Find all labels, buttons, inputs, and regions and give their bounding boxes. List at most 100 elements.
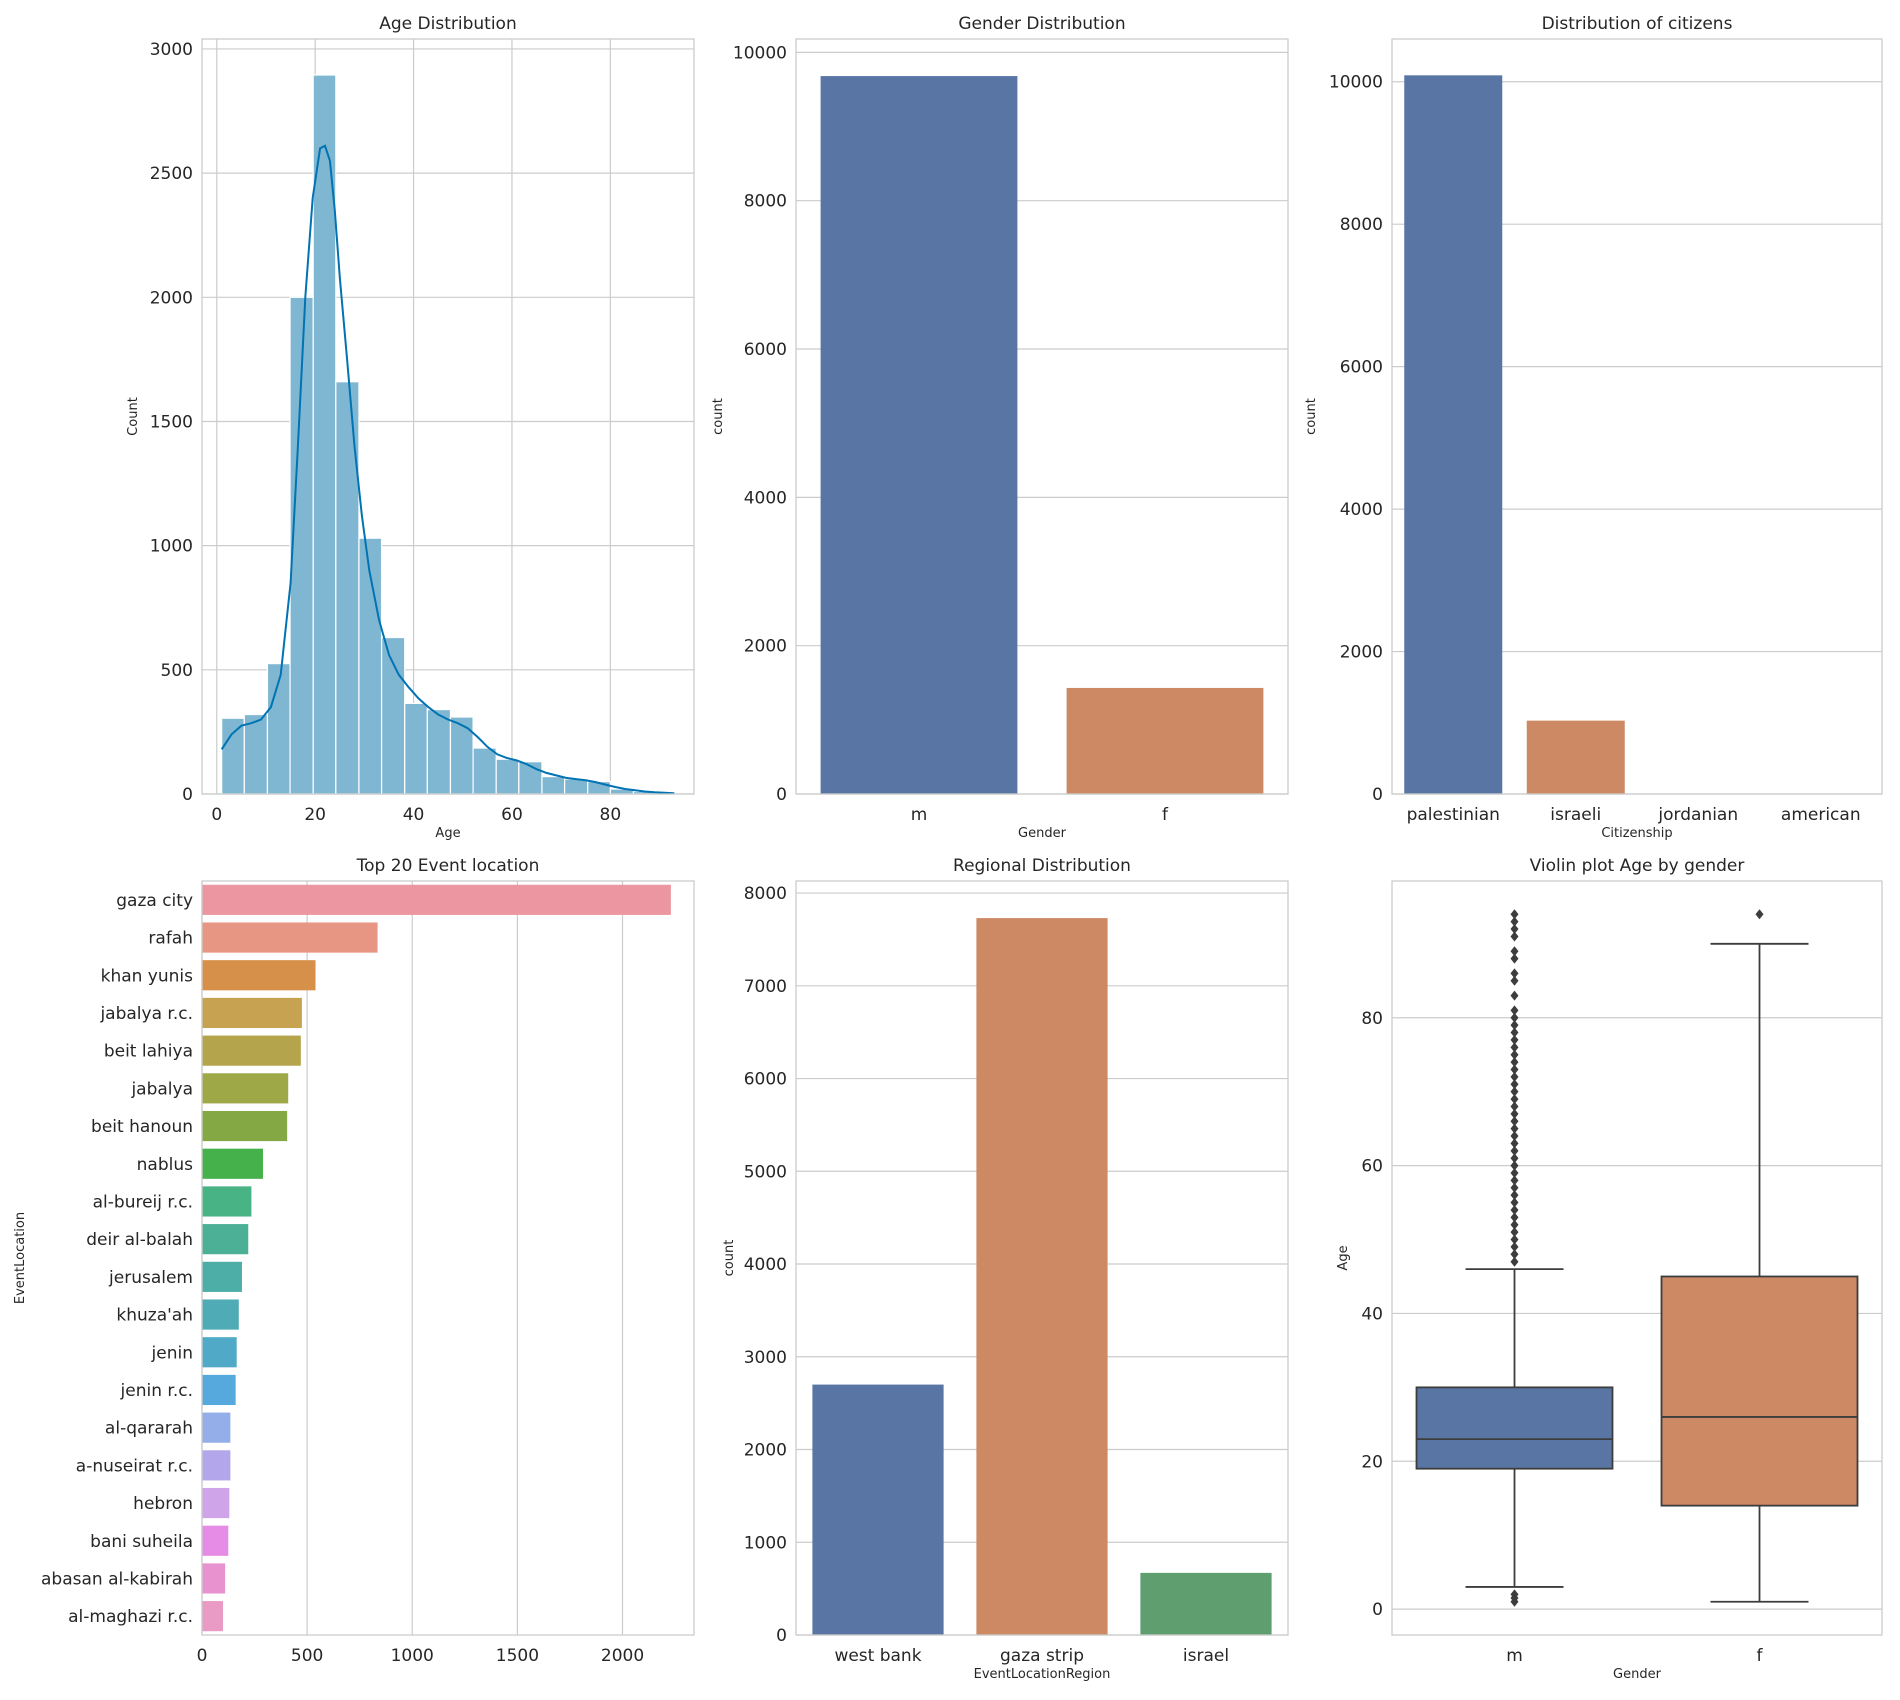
x-tick-label: american	[1781, 805, 1861, 825]
x-axis-label: Gender	[1613, 1667, 1662, 1682]
outlier-point	[1510, 1219, 1519, 1230]
y-tick-label: 60	[1361, 1157, 1383, 1177]
y-tick-label: jerusalem	[108, 1268, 193, 1288]
y-tick-label: 10000	[733, 43, 787, 63]
x-tick-label: 1000	[391, 1646, 434, 1666]
x-tick-label: 2000	[601, 1646, 644, 1666]
y-tick-label: jenin	[151, 1343, 193, 1363]
plot-frame	[201, 880, 695, 1636]
gender-distribution-chart: 0 2000 4000 6000 8000 10000 m f Gender Distribut…	[711, 14, 1289, 841]
outlier-point	[1510, 1153, 1519, 1164]
chart-title: Violin plot Age by gender	[1530, 856, 1745, 876]
histogram-bar	[221, 717, 245, 795]
age-distribution-chart: 0 500 1000 1500 2000 2500 3000 0 20 40 60 80 Age Dis…	[126, 14, 695, 841]
x-tick-label: f	[1162, 805, 1169, 825]
y-axis-label: count	[711, 398, 726, 435]
outlier-point	[1510, 1167, 1519, 1178]
outlier-point	[1510, 1012, 1519, 1023]
box-f	[1660, 1275, 1859, 1507]
kde-line	[220, 144, 675, 795]
y-tick-label: gaza city	[116, 891, 193, 911]
bar-al-qararah	[202, 1412, 231, 1443]
y-tick-label: deir al-balah	[86, 1230, 193, 1250]
outlier-point	[1510, 916, 1519, 927]
chart-title: Top 20 Event location	[356, 856, 540, 876]
chart-title: Regional Distribution	[953, 856, 1131, 876]
x-axis-label: Age	[435, 826, 460, 841]
age-by-gender-box-chart: 0 20 40 60 80 m f Violin plot Age by gender Gend…	[1336, 856, 1883, 1682]
y-tick-label: 0	[1372, 1600, 1383, 1620]
bar-israeli	[1526, 720, 1625, 794]
histogram-bar	[426, 708, 452, 795]
outlier-point	[1510, 931, 1519, 942]
x-tick-label: 0	[211, 805, 222, 825]
y-tick-label: 4000	[744, 1255, 787, 1275]
bar-beit-lahiya	[202, 1035, 301, 1066]
bar-hebron	[202, 1487, 230, 1519]
y-tick-label: nablus	[137, 1155, 193, 1175]
bar-rafah	[202, 922, 378, 953]
bar-beit-hanoun	[202, 1110, 288, 1142]
bar-jenin-r-c-	[202, 1374, 236, 1406]
x-tick-label: palestinian	[1407, 805, 1500, 825]
y-tick-label: 0	[182, 785, 193, 805]
bar-a-nuseirat-r-c-	[202, 1450, 231, 1481]
y-tick-label: 80	[1361, 1009, 1383, 1029]
outlier-point	[1510, 1005, 1519, 1016]
outlier-point	[1510, 968, 1519, 979]
plot-frame	[1391, 38, 1883, 795]
outlier-point	[1510, 1116, 1519, 1127]
bar-f	[1066, 687, 1264, 794]
y-tick-label: al-bureij r.c.	[93, 1192, 193, 1212]
y-tick-label: 1500	[150, 412, 193, 432]
outlier-point	[1510, 1064, 1519, 1075]
y-tick-label: beit lahiya	[104, 1042, 193, 1062]
y-tick-label: 10000	[1329, 73, 1383, 93]
bar-nablus	[202, 1148, 263, 1179]
y-tick-label: beit hanoun	[91, 1117, 193, 1137]
y-axis-label: EventLocation	[13, 1212, 28, 1304]
x-axis-label: Gender	[1018, 826, 1067, 841]
y-tick-label: 3000	[150, 40, 193, 60]
x-axis-label: EventLocationRegion	[974, 1667, 1111, 1682]
bar-deir-al-balah	[202, 1224, 249, 1255]
outlier-point	[1510, 1094, 1519, 1105]
citizens-distribution-chart: 0 2000 4000 6000 8000 10000 palestinian israeli…	[1304, 14, 1883, 841]
plot-frame	[201, 38, 695, 795]
y-tick-label: 1000	[744, 1533, 787, 1553]
y-tick-label: 6000	[1340, 358, 1383, 378]
outlier-point	[1510, 1079, 1519, 1090]
bar-khan-yunis	[202, 960, 316, 991]
outlier-point	[1510, 1241, 1519, 1252]
outlier-point	[1510, 1057, 1519, 1068]
y-tick-label: 8000	[1340, 215, 1383, 235]
y-tick-label: 4000	[744, 488, 787, 508]
outlier-point	[1510, 975, 1519, 986]
plot-frame	[1391, 880, 1883, 1636]
outlier-point	[1510, 1160, 1519, 1171]
box-m	[1415, 1386, 1614, 1470]
histogram-bar	[335, 381, 360, 795]
outlier-point	[1510, 1212, 1519, 1223]
y-tick-label: hebron	[133, 1494, 193, 1514]
x-tick-label: gaza strip	[1000, 1646, 1084, 1666]
y-tick-label: 2000	[150, 288, 193, 308]
x-tick-label: israel	[1183, 1646, 1229, 1666]
x-tick-label: 1500	[496, 1646, 539, 1666]
chart-title: Distribution of citizens	[1542, 14, 1733, 34]
x-tick-label: m	[1506, 1646, 1523, 1666]
x-tick-label: m	[911, 805, 928, 825]
outlier-point	[1510, 1175, 1519, 1186]
histogram-bar	[380, 636, 406, 795]
outlier-point	[1510, 1204, 1519, 1215]
y-tick-label: 2500	[150, 164, 193, 184]
outlier-point	[1510, 1020, 1519, 1031]
bar-jabalya-r-c-	[202, 997, 302, 1029]
outlier-point	[1510, 1086, 1519, 1097]
plot-frame	[795, 880, 1289, 1636]
outlier-point	[1510, 946, 1519, 957]
outlier-point	[1510, 953, 1519, 964]
outlier-point	[1510, 1145, 1519, 1156]
y-tick-label: bani suheila	[90, 1532, 193, 1552]
